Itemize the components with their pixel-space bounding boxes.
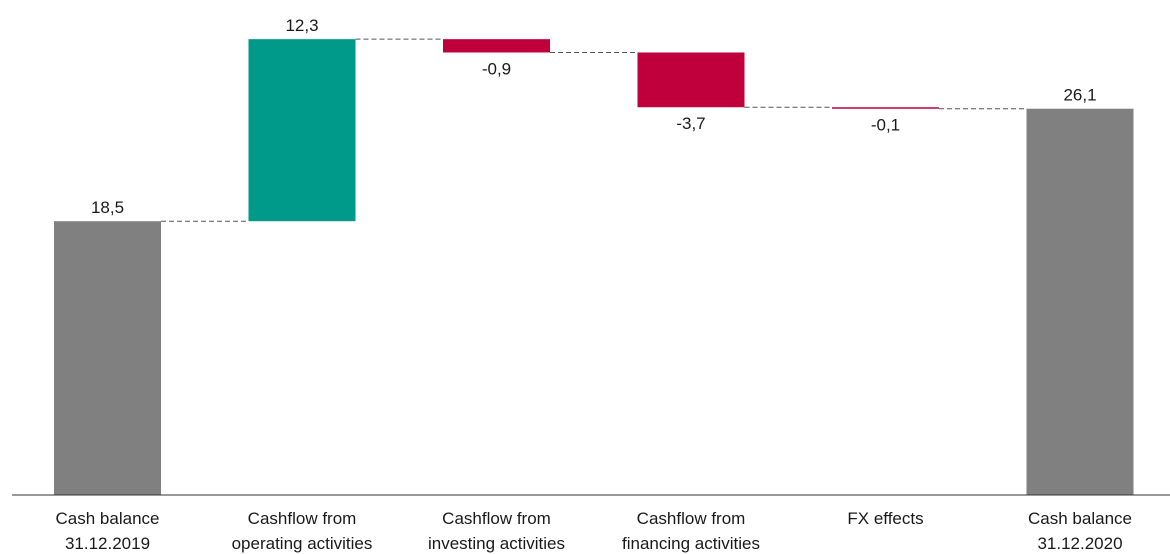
category-label-6-line-2: 31.12.2020 [1037,534,1122,553]
category-label-4-line-2: financing activities [622,534,760,553]
value-label-1: 18,5 [91,198,124,217]
bar-3 [443,39,550,53]
value-label-5: -0,1 [871,116,900,135]
value-label-2: 12,3 [285,16,318,35]
connector-lines [161,38,1027,222]
value-label-6: 26,1 [1063,86,1096,105]
category-label-2-line-1: Cashflow from [248,509,357,528]
bar-5 [832,107,939,109]
value-label-3: -0,9 [482,59,511,78]
bar-2 [248,39,356,222]
category-label-1-line-2: 31.12.2019 [65,534,150,553]
value-label-4: -3,7 [676,114,705,133]
category-label-2-line-2: operating activities [232,534,373,553]
bar-6 [1026,108,1134,495]
category-label-4-line-1: Cashflow from [637,509,746,528]
category-labels: Cash balance 31.12.2019 Cashflow from opera… [56,509,1132,553]
category-label-3-line-1: Cashflow from [442,509,551,528]
category-label-6-line-1: Cash balance [1028,509,1132,528]
bars [54,39,1134,495]
value-labels: 18,5 12,3 -0,9 -3,7 -0,1 26,1 [91,16,1097,217]
category-label-1-line-1: Cash balance [56,509,160,528]
bar-4 [637,52,745,108]
category-label-5-line-1: FX effects [847,509,923,528]
category-label-3-line-2: investing activities [428,534,565,553]
bar-1 [54,221,161,495]
